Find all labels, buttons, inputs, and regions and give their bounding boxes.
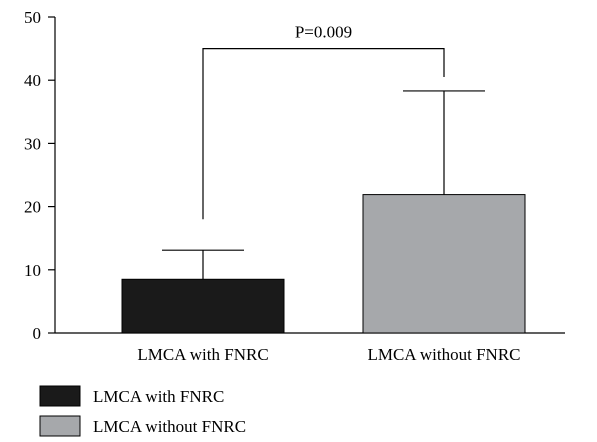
legend-swatch [39,385,81,407]
significance-annotation: P=0.009 [202,23,445,220]
y-tick-label: 30 [24,134,41,153]
legend-label: LMCA without FNRC [93,417,246,436]
y-tick-label: 20 [24,198,41,217]
legend-label: LMCA with FNRC [93,387,224,406]
significance-bracket [202,48,445,220]
y-ticks: 0 10 20 30 40 50 [24,8,55,343]
error-bars [162,90,485,280]
category-label: LMCA without FNRC [367,345,520,364]
category-labels: LMCA with FNRC LMCA without FNRC [137,345,520,364]
y-tick-label: 50 [24,8,41,27]
y-tick-label: 0 [33,324,42,343]
y-tick-label: 10 [24,261,41,280]
bar [121,278,285,334]
y-tick-label: 40 [24,71,41,90]
bar [362,194,526,334]
p-value-label: P=0.009 [295,23,352,42]
bars [121,194,526,334]
category-label: LMCA with FNRC [137,345,268,364]
legend-swatch [39,415,81,437]
legend: LMCA with FNRC LMCA without FNRC [39,385,246,437]
